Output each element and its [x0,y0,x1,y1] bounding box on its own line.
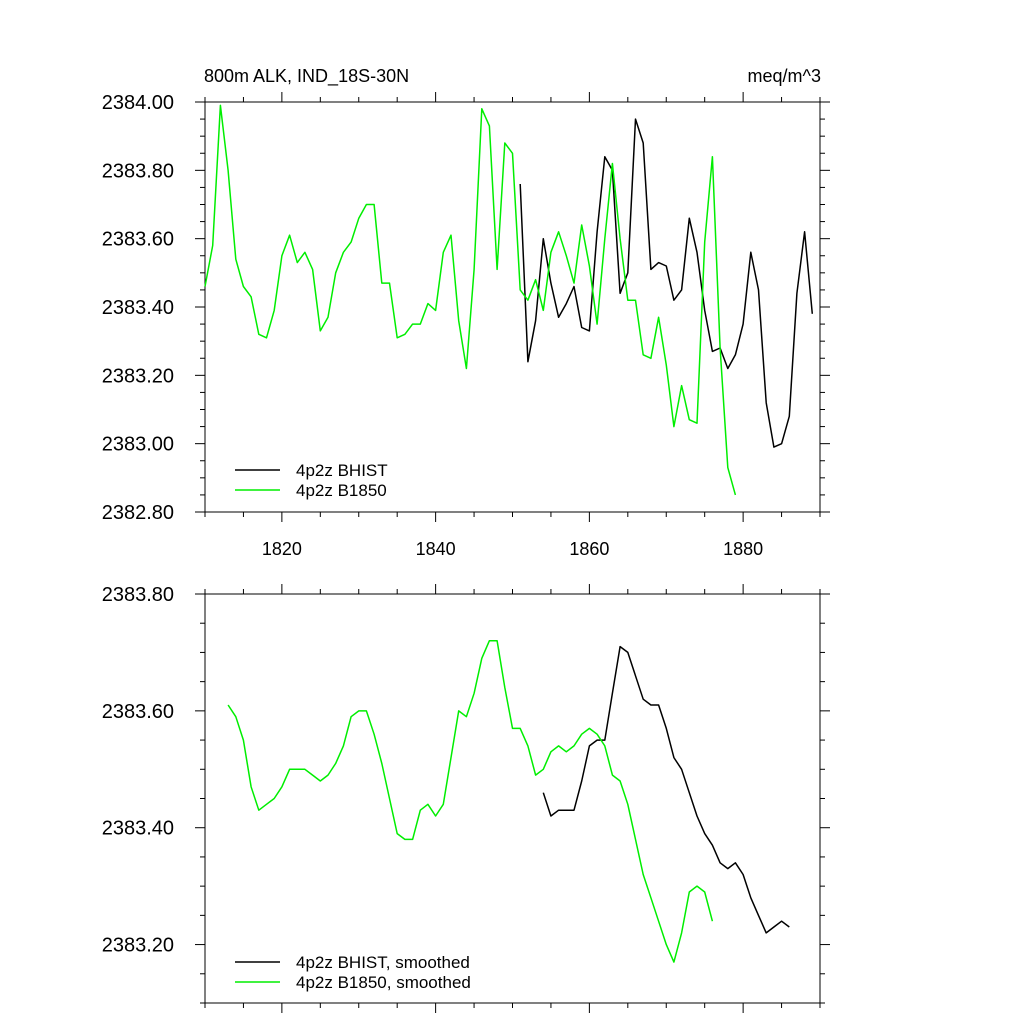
top-chart-units: meq/m^3 [748,66,821,86]
bottom-y-tick-label: 2383.80 [102,584,174,606]
top-y-tick-label: 2383.20 [102,365,174,387]
top-x-tick-label: 1820 [262,539,302,559]
legend-label-b1850: 4p2z B1850 [296,481,387,500]
top-x-tick-label: 1840 [416,539,456,559]
bottom-y-tick-label: 2383.20 [102,935,174,957]
bottom-series-line-b1850 [227,639,714,963]
bottom-axes: 2383.20 2383.40 2383.60 2383.80 [102,584,830,1013]
legend-label-b1850-smoothed: 4p2z B1850, smoothed [296,973,471,992]
top-series-line-bhist [519,118,814,448]
top-y-tick-label: 2383.00 [102,434,174,456]
top-y-tick-label: 2383.40 [102,297,174,319]
bottom-plot-frame [204,593,821,1004]
bottom-series-line-bhist [542,645,790,934]
bottom-panel: 2383.20 2383.40 2383.60 2383.80 4p2z BHIST,… [102,584,830,1013]
top-legend: 4p2z BHIST 4p2z B1850 [235,461,388,500]
legend-label-bhist-smoothed: 4p2z BHIST, smoothed [296,953,470,972]
top-series-lines [204,104,814,496]
top-y-tick-label: 2383.60 [102,229,174,251]
top-y-tick-label: 2383.80 [102,160,174,182]
top-chart-title: 800m ALK, IND_18S-30N [204,66,409,87]
bottom-y-tick-label: 2383.40 [102,818,174,840]
bottom-y-tick-label: 2383.60 [102,701,174,723]
top-x-tick-label: 1860 [569,539,609,559]
top-panel: 800m ALK, IND_18S-30N meq/m^3 1820 1840 18… [102,66,830,559]
top-x-tick-label: 1880 [723,539,763,559]
bottom-legend: 4p2z BHIST, smoothed 4p2z B1850, smoothe… [235,953,471,992]
top-series-line-b1850 [204,104,737,496]
top-y-tick-label: 2384.00 [102,92,174,114]
top-y-tick-label: 2382.80 [102,502,174,524]
top-axes: 1820 1840 1860 1880 2382.80 2383.00 2383.20 238… [102,92,830,559]
bottom-series-lines [227,639,790,963]
legend-label-bhist: 4p2z BHIST [296,461,388,480]
